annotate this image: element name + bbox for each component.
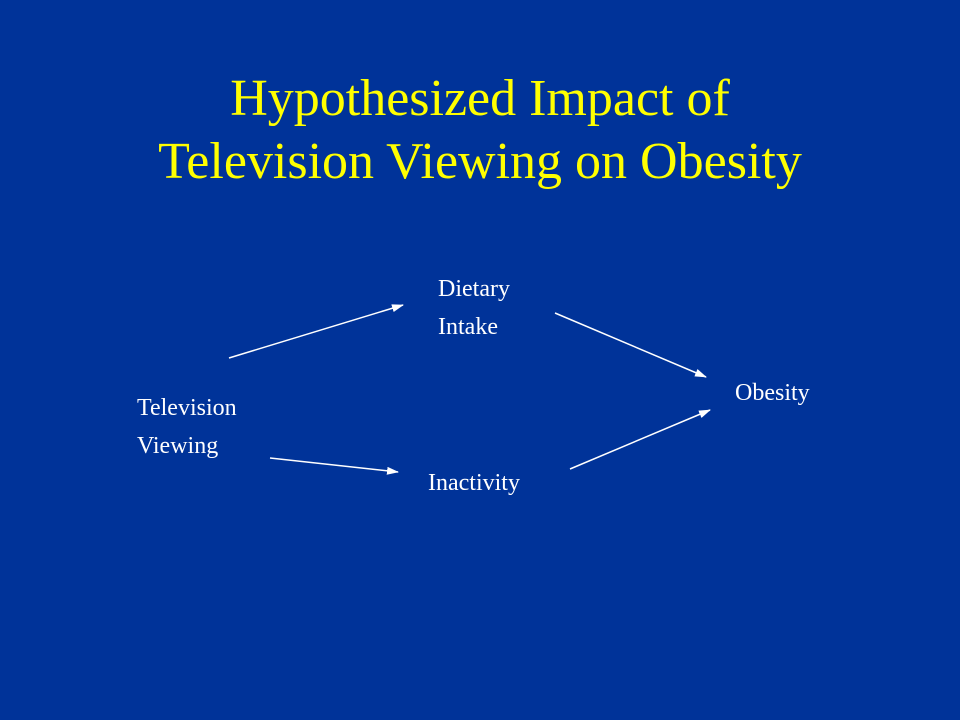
node-label: Viewing: [137, 433, 218, 459]
node-label: Inactivity: [428, 470, 520, 496]
arrow: [554, 312, 707, 378]
title-line: Hypothesized Impact of: [230, 70, 730, 127]
node-label: Intake: [438, 314, 498, 340]
arrow: [228, 304, 404, 359]
node-label: Dietary: [438, 276, 510, 302]
node-label: Television: [137, 395, 237, 421]
node-label: Obesity: [735, 380, 810, 406]
title-line: Television Viewing on Obesity: [158, 133, 802, 190]
arrow: [269, 457, 399, 475]
arrow: [569, 409, 711, 470]
